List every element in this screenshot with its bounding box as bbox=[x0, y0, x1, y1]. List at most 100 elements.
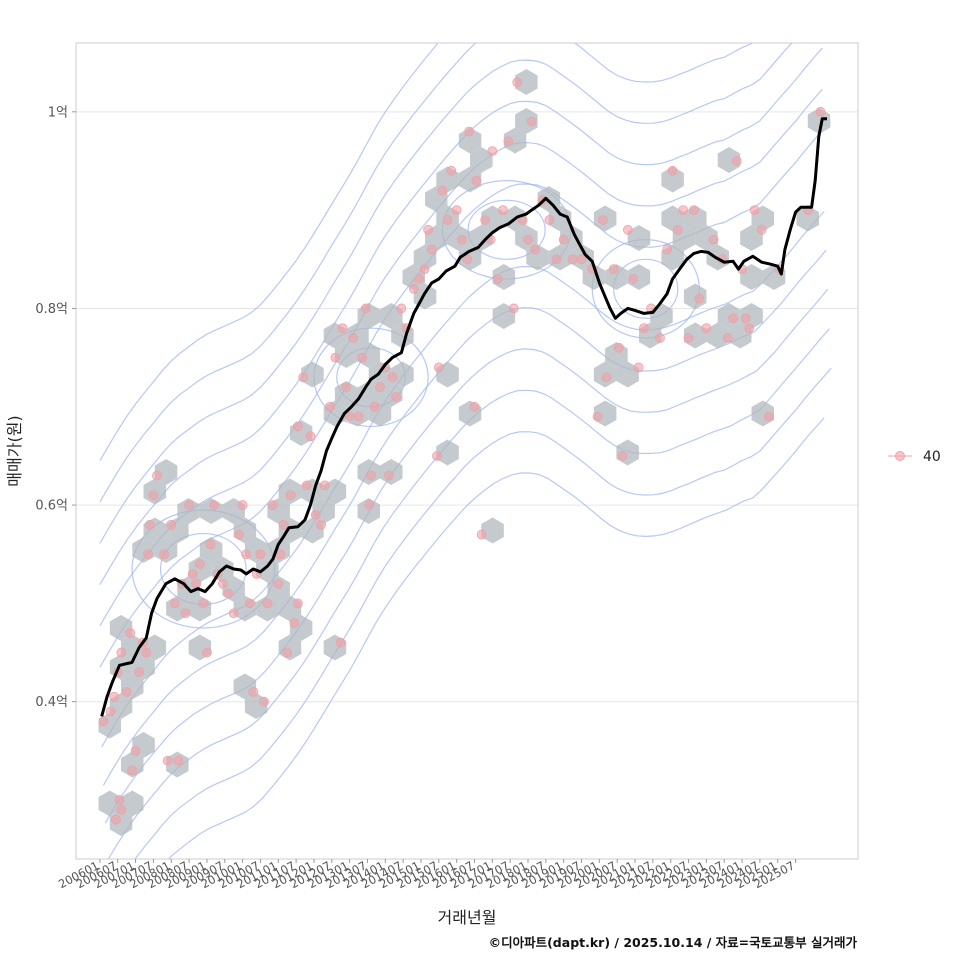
contour-line bbox=[104, 288, 829, 824]
data-point bbox=[480, 215, 491, 225]
hexbin-cell bbox=[121, 751, 144, 778]
data-point bbox=[815, 106, 826, 117]
data-point bbox=[551, 254, 562, 265]
data-point bbox=[592, 411, 603, 422]
y-tick-label: 0.4억 bbox=[35, 695, 68, 710]
data-point bbox=[672, 224, 683, 235]
data-point bbox=[255, 549, 266, 560]
contour-line bbox=[134, 367, 832, 859]
hexbin-cell bbox=[334, 381, 358, 407]
data-point bbox=[756, 224, 767, 235]
data-point bbox=[530, 244, 541, 255]
hexbin-cell bbox=[301, 361, 324, 388]
data-point bbox=[223, 588, 234, 599]
data-point bbox=[305, 431, 316, 442]
data-point bbox=[512, 77, 523, 88]
data-point bbox=[503, 136, 514, 147]
data-point bbox=[259, 696, 269, 707]
data-point bbox=[298, 372, 309, 383]
data-point bbox=[278, 519, 289, 530]
legend-key-point bbox=[895, 451, 905, 461]
x-axis: 2006012006072007012007072008012008072009… bbox=[56, 858, 797, 891]
contour-line bbox=[99, 43, 793, 544]
data-point bbox=[337, 323, 348, 334]
y-axis: 0.4억 0.6억 0.8억 1억 bbox=[35, 105, 76, 710]
data-point bbox=[301, 480, 312, 491]
data-point bbox=[169, 598, 180, 609]
hexbin-cell bbox=[267, 576, 290, 602]
hexbin-cell bbox=[616, 361, 639, 388]
data-point bbox=[683, 333, 694, 343]
data-point bbox=[310, 510, 321, 520]
data-point bbox=[576, 254, 587, 265]
hexbin-cell bbox=[121, 790, 144, 817]
data-point bbox=[341, 382, 351, 392]
data-point bbox=[292, 421, 303, 432]
contour-line bbox=[102, 249, 827, 786]
hexbin-cell bbox=[121, 634, 144, 661]
data-point bbox=[273, 578, 284, 589]
caption: ©디아파트(dapt.kr) / 2025.10.14 / 자료=국토교통부 실… bbox=[489, 935, 858, 950]
data-point bbox=[731, 156, 742, 166]
data-point bbox=[457, 234, 467, 245]
data-point bbox=[617, 451, 628, 461]
data-point bbox=[598, 215, 608, 225]
data-point bbox=[498, 205, 508, 216]
data-point bbox=[708, 234, 719, 245]
data-point bbox=[688, 205, 699, 216]
data-point bbox=[143, 549, 153, 560]
hexbin-cell bbox=[199, 537, 223, 563]
data-point bbox=[633, 362, 644, 373]
data-point bbox=[423, 224, 434, 235]
data-point bbox=[442, 215, 453, 225]
data-point bbox=[451, 205, 462, 216]
hexbin-cell bbox=[256, 556, 279, 583]
data-point bbox=[601, 372, 612, 383]
data-point bbox=[234, 529, 244, 540]
data-point bbox=[121, 686, 132, 697]
data-point bbox=[375, 382, 385, 392]
hexbin-cell bbox=[98, 790, 121, 817]
data-point bbox=[357, 352, 368, 363]
moving-average-path bbox=[100, 117, 827, 717]
data-point bbox=[105, 706, 116, 717]
data-point bbox=[268, 500, 278, 510]
data-point bbox=[191, 578, 202, 589]
data-point bbox=[141, 647, 152, 658]
data-point bbox=[462, 254, 473, 265]
data-point bbox=[523, 234, 533, 245]
hexbin-cell bbox=[334, 342, 358, 368]
hexbin-cell bbox=[796, 205, 819, 232]
hexbin-cell bbox=[548, 205, 572, 232]
x-axis-title: 거래년월 bbox=[438, 908, 497, 927]
data-point bbox=[194, 559, 205, 569]
data-point bbox=[749, 205, 760, 216]
data-point bbox=[678, 205, 689, 216]
data-point bbox=[180, 608, 191, 619]
hexbin-cell bbox=[391, 361, 414, 388]
hexbin-layer bbox=[98, 69, 831, 836]
data-point bbox=[184, 500, 194, 510]
data-point bbox=[419, 264, 430, 275]
hexbin-cell bbox=[627, 225, 651, 251]
data-point bbox=[391, 392, 401, 402]
data-point bbox=[426, 244, 437, 255]
hexbin-cell bbox=[256, 595, 279, 622]
hexbin-cell bbox=[515, 108, 538, 134]
data-point bbox=[292, 598, 303, 609]
contour-line bbox=[99, 43, 439, 462]
data-point bbox=[114, 795, 125, 805]
data-point bbox=[492, 274, 503, 284]
data-point bbox=[198, 598, 209, 609]
data-point bbox=[662, 244, 673, 255]
data-point bbox=[360, 303, 371, 314]
data-point bbox=[330, 352, 341, 363]
data-point bbox=[319, 480, 330, 491]
moving-average-line bbox=[100, 117, 827, 717]
data-point bbox=[446, 165, 457, 176]
data-point bbox=[111, 814, 121, 825]
data-point bbox=[237, 500, 248, 510]
data-point bbox=[544, 215, 555, 225]
data-point bbox=[740, 313, 751, 324]
data-point bbox=[205, 539, 216, 550]
